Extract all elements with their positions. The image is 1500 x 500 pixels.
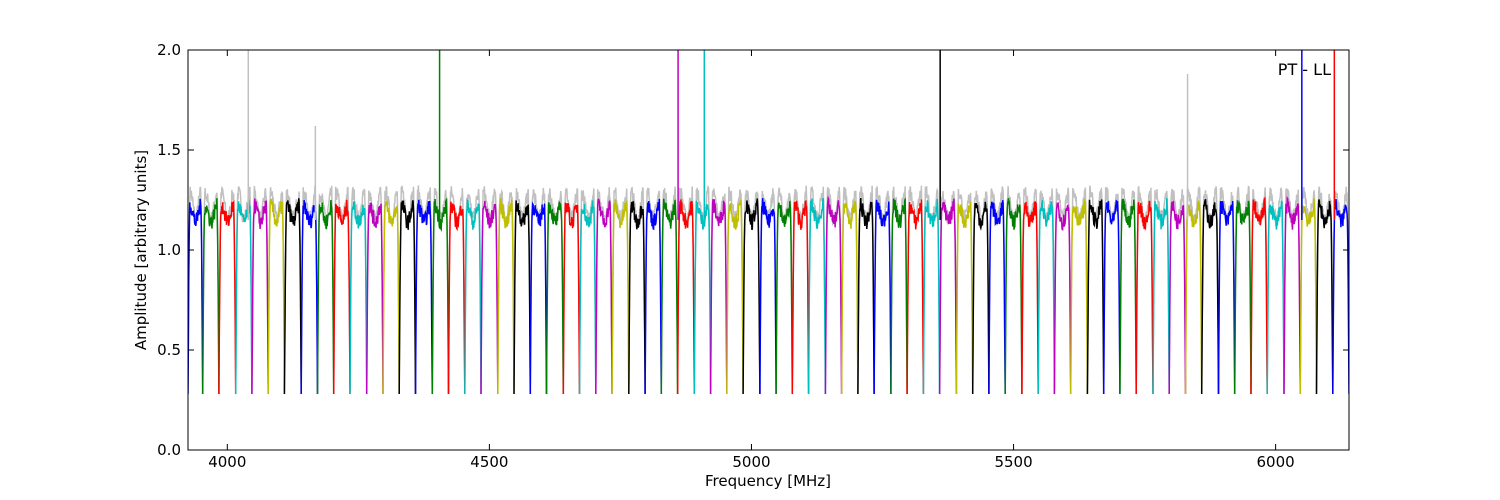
x-tick-label-2: 5000: [732, 453, 770, 471]
band-line-2: [218, 199, 237, 395]
band-line-49: [988, 200, 1006, 395]
band-line-4: [251, 198, 269, 395]
band-line-29: [660, 198, 679, 395]
band-line-63: [1217, 200, 1236, 395]
band-line-12: [382, 200, 400, 395]
band-line-38: [807, 197, 827, 395]
y-tick-label-1: 0.5: [157, 341, 181, 359]
x-tick-label-3: 5500: [994, 453, 1032, 471]
band-line-58: [1135, 200, 1154, 395]
band-line-34: [742, 198, 761, 395]
series-layer: [188, 50, 1349, 395]
ticks-layer: 4000 4500 5000 5500 6000 0.0 0.5 1.0 1.5 2.0: [157, 41, 1349, 471]
y-tick-label-0: 0.0: [157, 441, 181, 459]
band-line-51: [1021, 201, 1039, 395]
band-line-26: [611, 199, 630, 395]
band-line-40: [840, 200, 859, 395]
band-line-39: [824, 195, 843, 395]
x-tick-label-1: 4500: [470, 453, 508, 471]
band-line-11: [365, 202, 384, 395]
band-line-52: [1037, 199, 1056, 395]
band-line-60: [1168, 200, 1187, 395]
band-line-8: [316, 199, 335, 395]
band-line-54: [1069, 199, 1089, 395]
band-line-14: [414, 199, 434, 395]
band-line-56: [1102, 199, 1121, 395]
x-axis-label: Frequency [MHz]: [705, 472, 831, 490]
band-line-23: [562, 202, 581, 395]
band-line-47: [955, 201, 974, 395]
band-line-30: [676, 199, 696, 395]
band-line-59: [1152, 198, 1170, 395]
band-line-15: [431, 198, 450, 395]
band-line-65: [1250, 196, 1268, 395]
band-line-64: [1233, 200, 1252, 395]
band-line-17: [464, 199, 482, 395]
band-line-42: [873, 199, 892, 395]
band-line-69: [1315, 199, 1334, 395]
band-line-35: [759, 198, 777, 395]
band-line-48: [971, 201, 990, 395]
band-line-28: [644, 198, 663, 395]
band-line-9: [332, 199, 351, 395]
band-line-25: [595, 198, 613, 395]
band-line-66: [1266, 200, 1285, 395]
band-line-16: [447, 201, 466, 395]
y-tick-label-3: 1.5: [157, 141, 181, 159]
band-line-27: [628, 201, 646, 395]
band-line-57: [1119, 198, 1137, 395]
band-line-6: [283, 198, 302, 395]
band-line-43: [890, 197, 908, 395]
band-line-41: [857, 197, 875, 395]
band-line-36: [775, 200, 794, 395]
band-line-32: [709, 199, 728, 395]
x-tick-label-0: 4000: [208, 453, 246, 471]
band-line-37: [791, 200, 810, 395]
band-line-70: [1332, 199, 1349, 395]
band-line-68: [1299, 198, 1318, 395]
band-line-0: [188, 198, 204, 395]
band-line-31: [693, 200, 712, 395]
band-line-22: [545, 201, 565, 395]
band-line-46: [938, 198, 958, 395]
band-line-10: [349, 201, 368, 395]
band-line-24: [578, 200, 597, 395]
x-tick-label-4: 6000: [1257, 453, 1295, 471]
y-axis-label: Amplitude [arbitrary units]: [132, 150, 150, 350]
band-line-3: [234, 199, 253, 395]
background-series-line: [188, 184, 1349, 387]
band-line-67: [1283, 195, 1302, 395]
band-line-55: [1086, 199, 1105, 395]
band-line-45: [922, 198, 941, 395]
band-line-20: [513, 200, 532, 395]
band-line-21: [529, 201, 548, 395]
band-line-19: [497, 198, 515, 395]
band-line-1: [201, 198, 220, 395]
band-line-5: [267, 198, 286, 395]
band-line-62: [1200, 198, 1220, 395]
band-line-44: [906, 199, 925, 395]
band-line-13: [398, 200, 417, 395]
band-line-53: [1053, 201, 1072, 395]
y-tick-label-2: 1.0: [157, 241, 181, 259]
band-line-50: [1004, 198, 1023, 395]
y-tick-label-4: 2.0: [157, 41, 181, 59]
band-line-33: [726, 200, 744, 395]
annotation-label: PT - LL: [1278, 60, 1331, 79]
band-line-18: [480, 200, 499, 395]
